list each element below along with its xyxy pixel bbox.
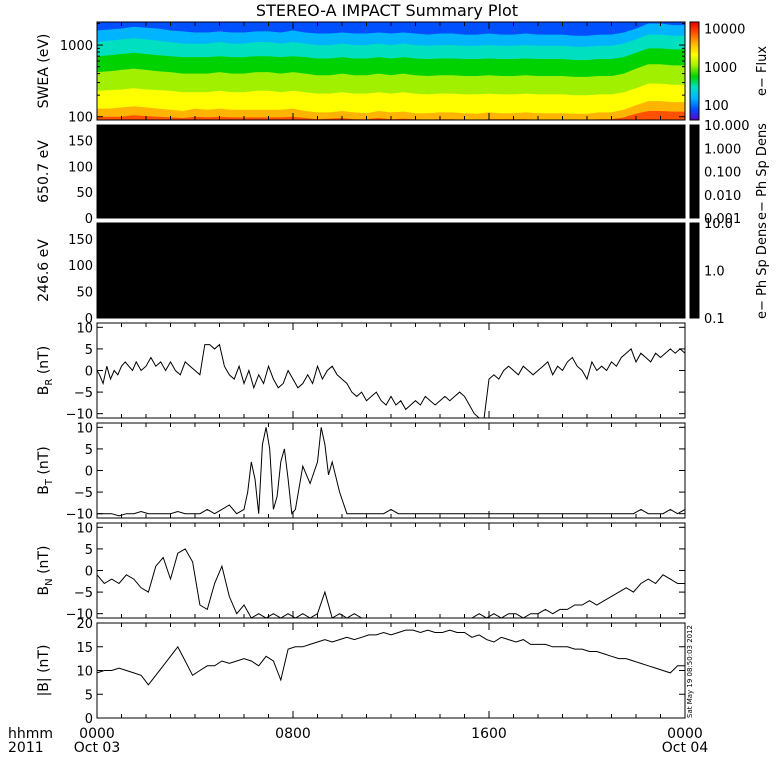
pad246-frame <box>96 222 686 319</box>
swea-ytick-label: 1000 <box>60 39 93 54</box>
pad650-colorbar-tick-label: 0.010 <box>704 189 741 204</box>
swea-colorbar <box>689 21 700 121</box>
swea-colorbar-tick-label: 100 <box>704 99 729 114</box>
br-ylabel: BR (nT) <box>36 346 55 395</box>
pad650-colorbar-label: e− Ph Sp Dens <box>755 123 770 220</box>
bt-ylabel: BT (nT) <box>36 446 55 495</box>
pad650-ylabel: 650.7 eV <box>36 140 52 203</box>
swea-colorbar-tick-label: 1000 <box>704 61 737 76</box>
timestamp-label: Sat May 19 08:50:03 2012 <box>686 625 694 718</box>
br-panel: −10 −5 0 5 10 BR (nT) <box>36 321 686 423</box>
bn-panel: −10 −5 0 5 10 BN (nT) <box>36 521 686 623</box>
pad246-ytick-label: 0 <box>85 312 93 327</box>
footer-time-label: 0000 <box>667 726 703 742</box>
footer-date-label: Oct 04 <box>662 740 709 756</box>
bmag-ytick-label: 20 <box>76 617 93 632</box>
pad650-colorbar <box>689 124 700 219</box>
pad650-colorbar-tick-label: 10.000 <box>704 119 750 134</box>
plot-title: STEREO-A IMPACT Summary Plot <box>256 1 518 20</box>
bt-ytick-label: 5 <box>85 443 93 458</box>
bmag-ylabel: |B| (nT) <box>36 645 52 697</box>
footer-year-label: 2011 <box>8 740 44 756</box>
bmag-ytick-label: 15 <box>76 641 93 656</box>
pad650-ytick-label: 150 <box>68 135 93 150</box>
footer-date-label: Oct 03 <box>74 740 120 756</box>
bmag-series-line <box>96 629 685 686</box>
bmag-ytick-label: 5 <box>85 688 93 703</box>
bt-series-line <box>97 427 686 517</box>
pad650-ytick-label: 100 <box>68 160 93 175</box>
footer-hhmm-label: hhmm <box>8 726 53 742</box>
pad246-ytick-label: 150 <box>68 233 93 248</box>
pad650-colorbar-tick-label: 0.100 <box>704 166 741 181</box>
bt-plot-area <box>97 423 685 518</box>
bn-plot-area <box>97 523 685 618</box>
pad246-panel: 0 50 100 150 246.6 eV 0.1 1.0 10.0 e− Ph Sp Dens <box>36 217 770 327</box>
footer-time-label: 0800 <box>275 726 311 742</box>
bmag-ytick-label: 10 <box>76 665 93 680</box>
swea-colorbar-tick-label: 10000 <box>704 23 745 38</box>
bmag-ytick-label: 0 <box>85 712 93 727</box>
pad650-panel: 0 50 100 150 650.7 eV 0.001 0.010 0.100 1.000 10.… <box>36 119 770 227</box>
br-ytick-label: 10 <box>76 321 93 336</box>
br-ytick-label: 5 <box>85 343 93 358</box>
swea-ylabel: SWEA (eV) <box>36 34 52 109</box>
swea-ytick-label: 100 <box>68 111 93 126</box>
br-ytick-label: −5 <box>74 386 93 401</box>
pad246-ylabel: 246.6 eV <box>36 239 52 302</box>
bmag-plot-area <box>97 623 685 718</box>
pad246-ytick-label: 50 <box>76 286 93 301</box>
swea-panel: 100 1000 SWEA (eV) 100 1000 10000 e− Flux <box>36 21 770 126</box>
pad650-colorbar-tick-label: 0.001 <box>704 212 741 227</box>
swea-colorbar-label: e− Flux <box>755 46 770 96</box>
bn-ytick-label: 5 <box>85 543 93 558</box>
pad650-ytick-label: 0 <box>85 212 93 227</box>
pad650-frame <box>96 124 686 219</box>
pad246-colorbar-tick-label: 0.1 <box>704 312 725 327</box>
br-ytick-label: 0 <box>85 365 93 380</box>
pad246-colorbar-label: e− Ph Sp Dens <box>755 222 770 319</box>
bt-ytick-label: 10 <box>76 421 93 436</box>
br-ytick-label: −10 <box>66 408 93 423</box>
bmag-panel: 0 5 10 15 20 |B| (nT) <box>36 617 686 727</box>
bt-panel: −10 −5 0 5 10 BT (nT) <box>36 421 686 523</box>
pad650-heatmap <box>97 125 685 218</box>
br-series-line <box>96 343 686 419</box>
bt-ytick-label: −10 <box>66 508 93 523</box>
bn-ytick-label: −10 <box>66 608 93 623</box>
pad246-colorbar-tick-label: 1.0 <box>704 265 725 280</box>
swea-flux-band <box>97 101 685 120</box>
pad246-colorbar <box>689 222 700 319</box>
bt-ytick-label: −5 <box>74 486 93 501</box>
bn-ylabel: BN (nT) <box>36 546 55 596</box>
footer-time-label: 1600 <box>471 726 507 742</box>
pad246-ytick-label: 100 <box>68 259 93 274</box>
bn-ytick-label: 0 <box>85 565 93 580</box>
bn-ytick-label: −5 <box>74 586 93 601</box>
pad650-colorbar-tick-label: 1.000 <box>704 142 741 157</box>
bt-ytick-label: 0 <box>85 465 93 480</box>
footer-time-label: 0000 <box>79 726 115 742</box>
pad246-colorbar-tick-label: 10.0 <box>704 217 733 232</box>
bn-ytick-label: 10 <box>76 521 93 536</box>
pad650-ytick-label: 50 <box>76 186 93 201</box>
swea-heatmap <box>97 22 685 120</box>
pad246-heatmap <box>97 223 685 318</box>
